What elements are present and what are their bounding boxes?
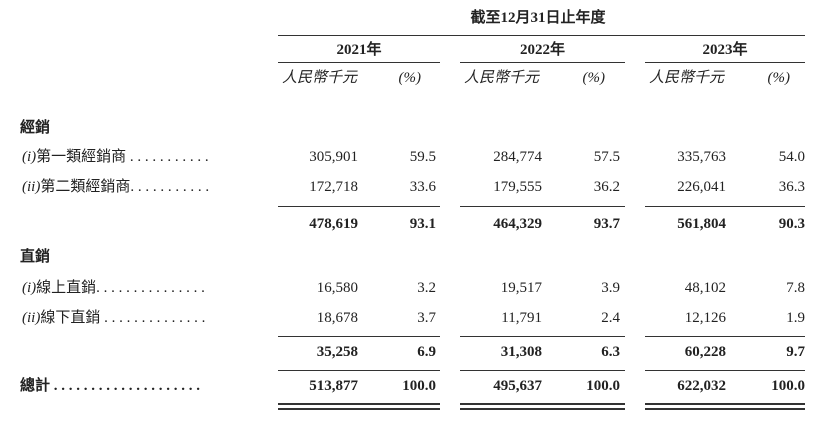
year-header: 2021年 — [336, 42, 382, 58]
rule — [460, 403, 625, 405]
cell-value: 12,126 — [684, 310, 726, 326]
rule — [278, 336, 440, 337]
cell-value: 100.0 — [402, 378, 436, 394]
rule — [460, 408, 625, 410]
rule — [460, 370, 625, 371]
rule — [278, 206, 440, 207]
cell-value: 305,901 — [309, 149, 358, 165]
cell-value: 59.5 — [409, 149, 436, 165]
rule — [645, 370, 805, 371]
cell-value: 9.7 — [786, 344, 805, 360]
cell-value: 31,308 — [500, 344, 542, 360]
cell-value: 36.3 — [778, 179, 805, 195]
cell-value: 35,258 — [316, 344, 358, 360]
rule — [645, 403, 805, 405]
cell-value: 19,517 — [500, 280, 542, 296]
cell-value: 3.2 — [417, 280, 436, 296]
section-title: 經銷 — [20, 120, 51, 136]
cell-value: 478,619 — [309, 216, 358, 232]
row-prefix: (ii) — [22, 310, 41, 326]
rule — [645, 62, 805, 63]
cell-value: 284,774 — [493, 149, 542, 165]
cell-value: 57.5 — [593, 149, 620, 165]
cell-value: 335,763 — [677, 149, 726, 165]
cell-value: 172,718 — [309, 179, 358, 195]
cell-value: 16,580 — [316, 280, 358, 296]
section-title: 直銷 — [20, 249, 51, 265]
year-header: 2023年 — [702, 42, 748, 58]
unit-label: 人民幣千元 — [282, 70, 358, 86]
unit-label: 人民幣千元 — [649, 70, 725, 86]
cell-value: 622,032 — [677, 378, 726, 394]
unit-label: (%) — [398, 70, 422, 86]
row-prefix: (ii) — [22, 179, 41, 195]
rule — [278, 408, 440, 410]
rule — [278, 62, 440, 63]
unit-label: (%) — [582, 70, 606, 86]
cell-value: 33.6 — [409, 179, 436, 195]
row-prefix: (i) — [22, 149, 37, 165]
rule — [460, 206, 625, 207]
cell-value: 36.2 — [593, 179, 620, 195]
cell-value: 3.9 — [601, 280, 620, 296]
cell-value: 93.1 — [409, 216, 436, 232]
row-label: 第二類經銷商. . . . . . . . . . . — [40, 179, 210, 195]
cell-value: 100.0 — [771, 378, 805, 394]
cell-value: 1.9 — [786, 310, 805, 326]
total-label: 總計 . . . . . . . . . . . . . . . . . . .… — [20, 378, 201, 394]
rule — [278, 35, 805, 36]
cell-value: 495,637 — [493, 378, 542, 394]
cell-value: 561,804 — [677, 216, 726, 232]
cell-value: 6.9 — [417, 344, 436, 360]
rule — [645, 206, 805, 207]
cell-value: 100.0 — [586, 378, 620, 394]
year-header: 2022年 — [519, 42, 566, 58]
rule — [460, 336, 625, 337]
cell-value: 18,678 — [316, 310, 358, 326]
cell-value: 7.8 — [786, 280, 805, 296]
rule — [278, 370, 440, 371]
cell-value: 93.7 — [593, 216, 620, 232]
unit-label: 人民幣千元 — [464, 70, 540, 86]
rule — [460, 62, 625, 63]
cell-value: 179,555 — [493, 179, 542, 195]
cell-value: 11,791 — [501, 310, 542, 326]
cell-value: 48,102 — [684, 280, 726, 296]
row-label: 第一類經銷商 . . . . . . . . . . . — [36, 149, 209, 165]
unit-label: (%) — [767, 70, 791, 86]
cell-value: 6.3 — [601, 344, 620, 360]
period-header: 截至12月31日止年度 — [470, 10, 606, 26]
rule — [278, 403, 440, 405]
cell-value: 60,228 — [684, 344, 726, 360]
cell-value: 2.4 — [601, 310, 620, 326]
cell-value: 464,329 — [493, 216, 542, 232]
row-prefix: (i) — [22, 280, 37, 296]
row-label: 線下直銷 . . . . . . . . . . . . . . — [40, 310, 206, 326]
cell-value: 226,041 — [677, 179, 726, 195]
cell-value: 3.7 — [417, 310, 436, 326]
rule — [645, 408, 805, 410]
cell-value: 513,877 — [309, 378, 358, 394]
cell-value: 54.0 — [778, 149, 805, 165]
rule — [645, 336, 805, 337]
row-label: 線上直銷. . . . . . . . . . . . . . . — [36, 280, 205, 296]
cell-value: 90.3 — [778, 216, 805, 232]
